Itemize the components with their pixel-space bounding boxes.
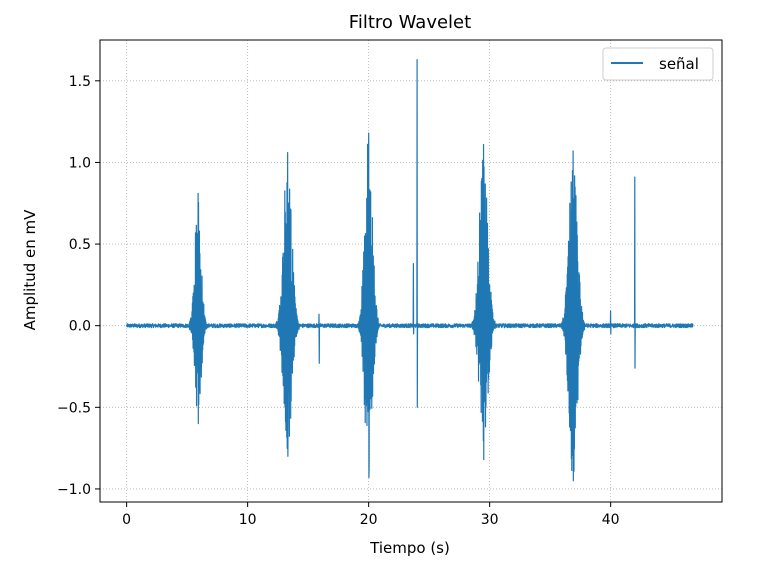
y-tick-label: 1.5 (69, 74, 91, 90)
x-tick-label: 20 (360, 512, 378, 528)
legend-label: señal (659, 55, 699, 73)
grid-lines (100, 40, 722, 502)
x-tick-label: 30 (481, 512, 499, 528)
x-axis-ticks: 0 10 20 30 40 (122, 502, 620, 528)
legend-box (602, 47, 714, 81)
x-tick-label: 40 (602, 512, 620, 528)
y-tick-label: −1.0 (57, 482, 91, 498)
x-axis-label: Tiempo (s) (369, 539, 450, 557)
plot-area (126, 58, 694, 482)
axes-frame (99, 39, 723, 503)
y-tick-label: −0.5 (57, 400, 91, 416)
chart-title: Filtro Wavelet (349, 12, 471, 33)
series-line-senal (126, 58, 694, 482)
legend: señal (602, 47, 714, 81)
x-tick-label: 0 (122, 512, 131, 528)
y-axis-label: Amplitud en mV (21, 209, 39, 331)
y-tick-label: 1.0 (69, 155, 91, 171)
x-tick-label: 10 (239, 512, 257, 528)
y-tick-label: 0.5 (69, 237, 91, 253)
y-tick-label: 0.0 (69, 319, 91, 335)
y-axis-ticks: −1.0 −0.5 0.0 0.5 1.0 1.5 (57, 74, 100, 498)
